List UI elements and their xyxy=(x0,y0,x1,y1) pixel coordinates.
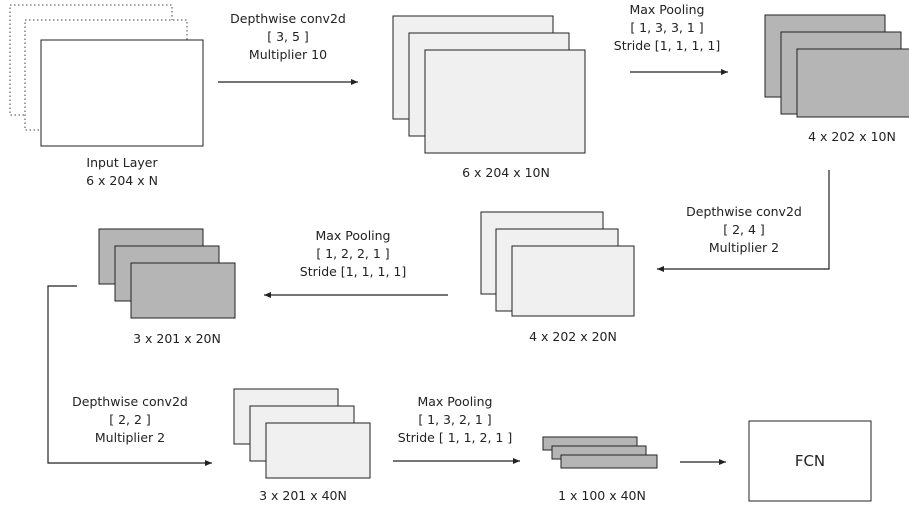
input-layer-name: Input Layer xyxy=(86,155,158,170)
op3-line-3: Multiplier 2 xyxy=(709,240,779,255)
op5-line-3: Multiplier 2 xyxy=(95,430,165,445)
stage1-sheet-front xyxy=(424,49,586,154)
op6-line-2: [ 1, 3, 2, 1 ] xyxy=(418,412,491,427)
fcn-box xyxy=(748,420,872,502)
op2-label: Max Pooling [ 1, 3, 3, 1 ] Stride [1, 1,… xyxy=(614,2,720,53)
op4-line-3: Stride [1, 1, 1, 1] xyxy=(300,264,406,279)
op1-label: Depthwise conv2d [ 3, 5 ] Multiplier 10 xyxy=(230,11,346,62)
stage2-stack xyxy=(764,14,909,118)
stage4-shape: 3 x 201 x 20N xyxy=(133,331,221,346)
stage1-shape: 6 x 204 x 10N xyxy=(462,165,550,180)
op5-line-2: [ 2, 2 ] xyxy=(109,412,151,427)
stage4-stack xyxy=(98,228,236,319)
op3-line-1: Depthwise conv2d xyxy=(686,204,802,219)
fcn-label: FCN xyxy=(795,452,825,470)
op6-label: Max Pooling [ 1, 3, 2, 1 ] Stride [ 1, 1… xyxy=(398,394,512,445)
op1-line-1: Depthwise conv2d xyxy=(230,11,346,26)
op6-line-1: Max Pooling xyxy=(417,394,492,409)
stage1-stack xyxy=(392,15,586,154)
stage2-sheet-front xyxy=(796,48,909,118)
op2-line-1: Max Pooling xyxy=(629,2,704,17)
stage3-stack xyxy=(480,211,635,317)
op6-line-3: Stride [ 1, 1, 2, 1 ] xyxy=(398,430,512,445)
input-layer-front-sheet xyxy=(40,39,204,147)
op5-label: Depthwise conv2d [ 2, 2 ] Multiplier 2 xyxy=(72,394,188,445)
op5-line-1: Depthwise conv2d xyxy=(72,394,188,409)
op3-label: Depthwise conv2d [ 2, 4 ] Multiplier 2 xyxy=(686,204,802,255)
op4-line-1: Max Pooling xyxy=(315,228,390,243)
op3-line-2: [ 2, 4 ] xyxy=(723,222,765,237)
op3-arrow xyxy=(657,170,830,272)
stage6-stack xyxy=(542,436,658,469)
input-layer-stack xyxy=(9,4,204,147)
stage6-shape: 1 x 100 x 40N xyxy=(558,488,646,503)
op5-arrow xyxy=(47,285,212,466)
stage4-sheet-front xyxy=(130,262,236,319)
op4-label: Max Pooling [ 1, 2, 2, 1 ] Stride [1, 1,… xyxy=(300,228,406,279)
op4-line-2: [ 1, 2, 2, 1 ] xyxy=(316,246,389,261)
stage5-shape: 3 x 201 x 40N xyxy=(259,488,347,503)
op2-line-2: [ 1, 3, 3, 1 ] xyxy=(630,20,703,35)
op2-line-3: Stride [1, 1, 1, 1] xyxy=(614,38,720,53)
stage5-stack xyxy=(233,388,371,479)
stage3-sheet-front xyxy=(511,245,635,317)
op1-line-2: [ 3, 5 ] xyxy=(267,29,309,44)
stage2-shape: 4 x 202 x 10N xyxy=(808,129,896,144)
stage6-sheet-front xyxy=(560,454,658,469)
input-layer-shape: 6 x 204 x N xyxy=(86,173,158,188)
stage3-shape: 4 x 202 x 20N xyxy=(529,329,617,344)
stage5-sheet-front xyxy=(265,422,371,479)
op1-line-3: Multiplier 10 xyxy=(249,47,327,62)
